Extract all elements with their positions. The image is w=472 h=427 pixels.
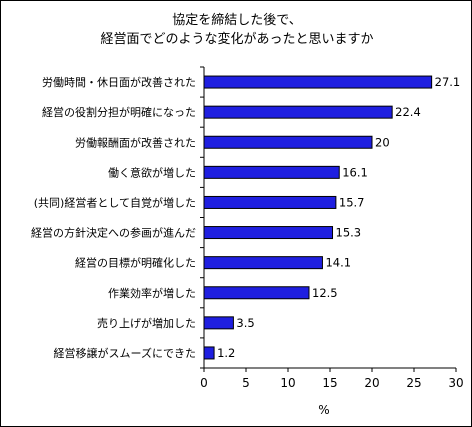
bar bbox=[203, 195, 337, 209]
category-label: 売り上げが増加した bbox=[97, 316, 196, 330]
bar bbox=[203, 286, 310, 300]
category-label: 労働報酬面が改善された bbox=[75, 135, 196, 149]
data-label: 15.7 bbox=[339, 195, 365, 209]
data-label: 14.1 bbox=[325, 256, 351, 270]
chart-title-line-1: 協定を締結した後で、 bbox=[172, 12, 301, 28]
data-label: 12.5 bbox=[312, 286, 338, 300]
x-tick-label: 0 bbox=[200, 376, 208, 390]
category-label: 経営の目標が明確化した bbox=[75, 256, 196, 270]
x-tick-label: 5 bbox=[242, 376, 250, 390]
x-tick-label: 15 bbox=[322, 376, 337, 390]
category-label: 経営移譲がスムーズにできた bbox=[54, 346, 196, 360]
data-label: 16.1 bbox=[342, 165, 368, 179]
category-label: (共同)経営者として自覚が増した bbox=[34, 195, 196, 209]
category-label: 経営の方針決定への参画が進んだ bbox=[31, 226, 196, 240]
x-axis-unit-label: % bbox=[318, 403, 329, 417]
bar bbox=[203, 226, 334, 240]
x-tick-label: 10 bbox=[280, 376, 295, 390]
data-label: 1.2 bbox=[217, 346, 235, 360]
bar bbox=[203, 135, 373, 149]
data-label: 20 bbox=[375, 135, 390, 149]
bar bbox=[203, 165, 340, 179]
category-label: 働く意欲が増した bbox=[108, 165, 196, 179]
axis-layer: 0 5 10 15 20 25 30 bbox=[200, 66, 464, 390]
bars-layer: 労働時間・休日面が改善された 27.1 経営の役割分担が明確になった 22.4 労働報酬… bbox=[31, 75, 460, 360]
category-label: 経営の役割分担が明確になった bbox=[42, 105, 196, 119]
bar bbox=[203, 316, 234, 330]
bar bbox=[203, 105, 393, 119]
data-label: 3.5 bbox=[236, 316, 254, 330]
x-tick-label: 20 bbox=[364, 376, 379, 390]
bar bbox=[203, 256, 323, 270]
data-label: 27.1 bbox=[435, 75, 461, 89]
category-label: 労働時間・休日面が改善された bbox=[42, 75, 196, 89]
x-tick-label: 25 bbox=[406, 376, 421, 390]
x-tick-label: 30 bbox=[448, 376, 463, 390]
category-label: 作業効率が増した bbox=[108, 286, 196, 300]
bar bbox=[203, 346, 215, 360]
chart-title-line-2: 経営面でどのような変化があったと思いますか bbox=[100, 31, 373, 47]
data-label: 22.4 bbox=[395, 105, 421, 119]
data-label: 15.3 bbox=[336, 226, 362, 240]
bar bbox=[203, 75, 433, 89]
